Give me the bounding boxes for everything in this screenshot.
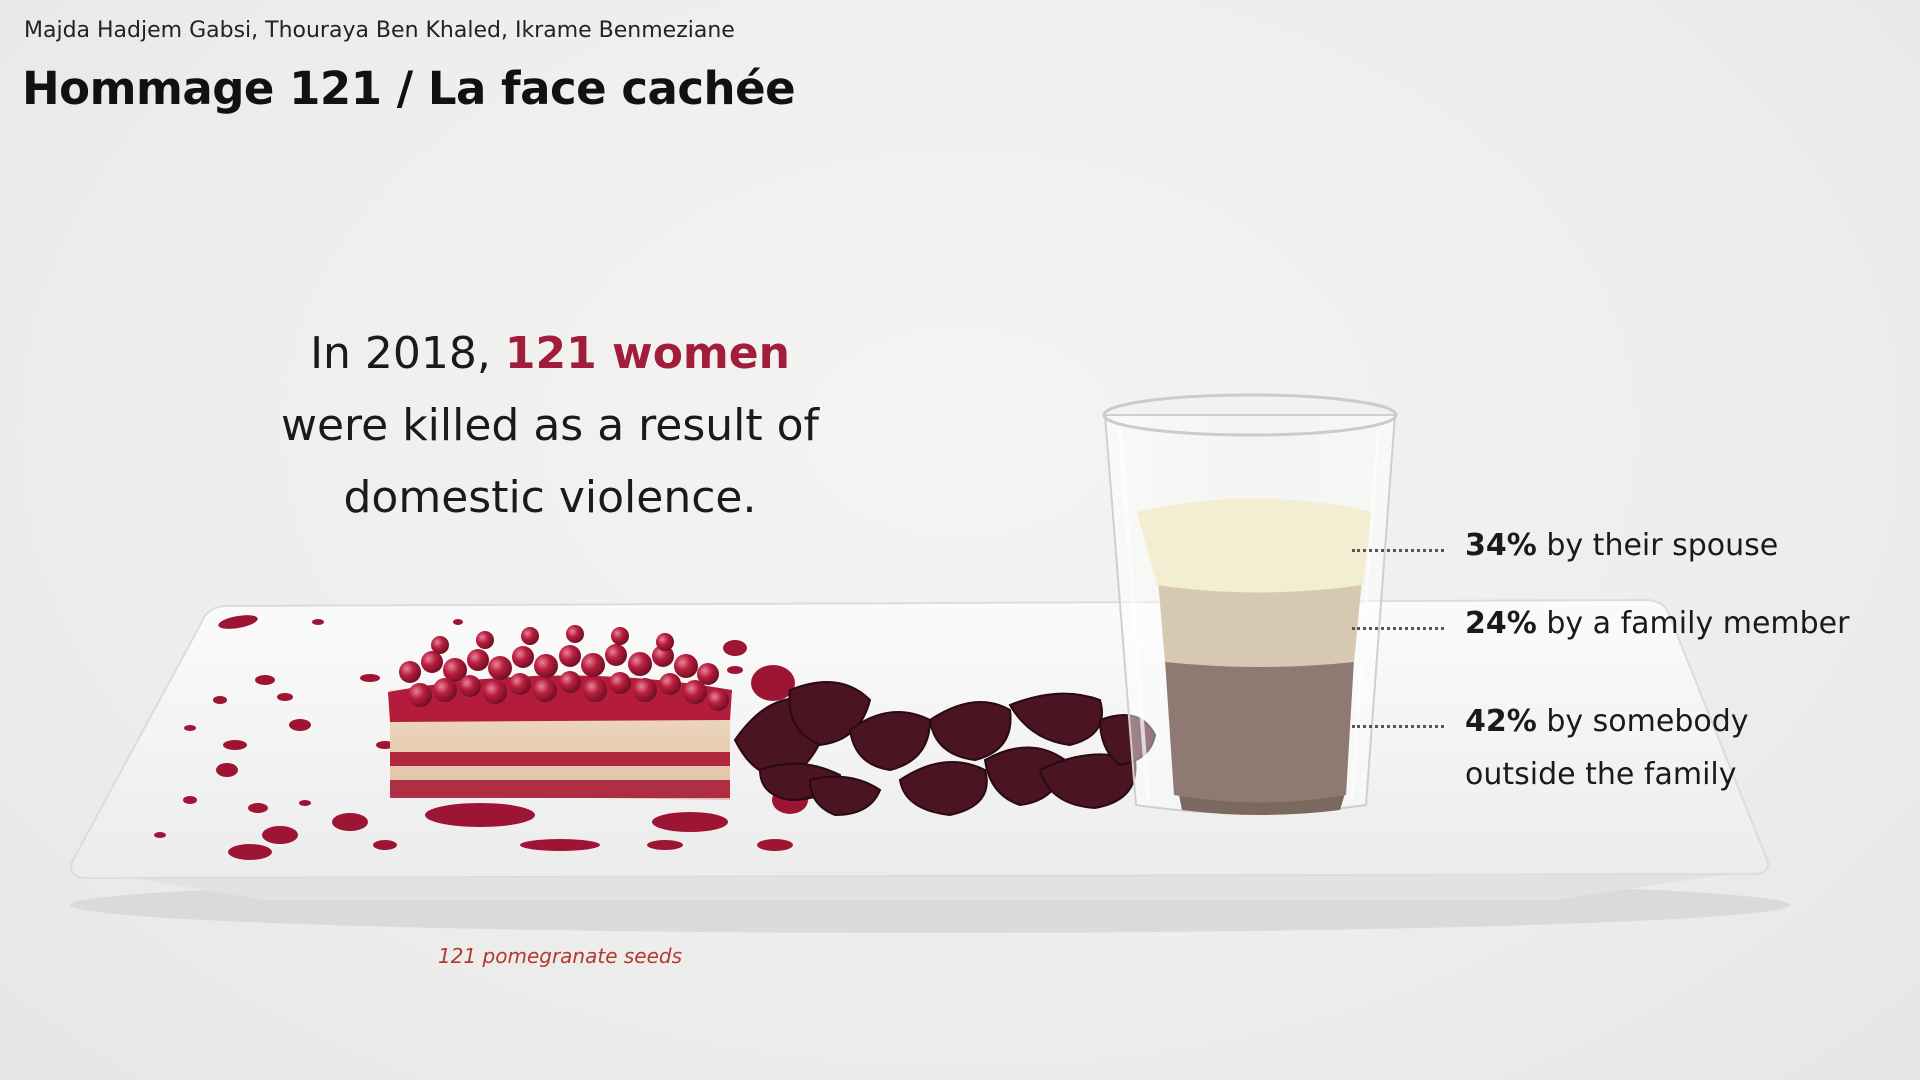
stat-outside-text: by somebody [1536, 704, 1749, 739]
cup-layer-bottom [1165, 660, 1354, 803]
stat-outside-text2: outside the family [1465, 757, 1737, 792]
stat-spouse-text: by their spouse [1536, 528, 1779, 563]
stat-family-pct: 24% [1465, 606, 1537, 641]
leader-line-spouse [1352, 549, 1444, 552]
pomegranate-seeds [399, 625, 729, 711]
stat-family: 24% by a family member [1465, 606, 1849, 641]
headline: In 2018, 121 women were killed as a resu… [230, 318, 870, 534]
page-title: Hommage 121 / La face cachée [22, 62, 796, 115]
leader-line-family [1352, 627, 1444, 630]
credits: Majda Hadjem Gabsi, Thouraya Ben Khaled,… [24, 18, 735, 43]
headline-lead: In 2018, [310, 328, 505, 379]
cup-layer-middle [1158, 572, 1362, 667]
layered-cup [1102, 393, 1398, 815]
stat-spouse-pct: 34% [1465, 528, 1537, 563]
juice-splatter [154, 615, 808, 860]
leader-line-outside [1352, 725, 1444, 728]
stat-outside: 42% by somebody outside the family [1465, 704, 1749, 792]
headline-line3: domestic violence. [343, 472, 757, 523]
seeds-caption: 121 pomegranate seeds [438, 944, 683, 968]
stat-spouse: 34% by their spouse [1465, 528, 1778, 563]
stat-outside-pct: 42% [1465, 704, 1537, 739]
dried-rose-petals [733, 681, 1157, 817]
headline-highlight: 121 women [504, 328, 790, 379]
headline-line2: were killed as a result of [280, 400, 820, 451]
cup-layer-top [1137, 498, 1372, 593]
stat-family-text: by a family member [1536, 606, 1850, 641]
